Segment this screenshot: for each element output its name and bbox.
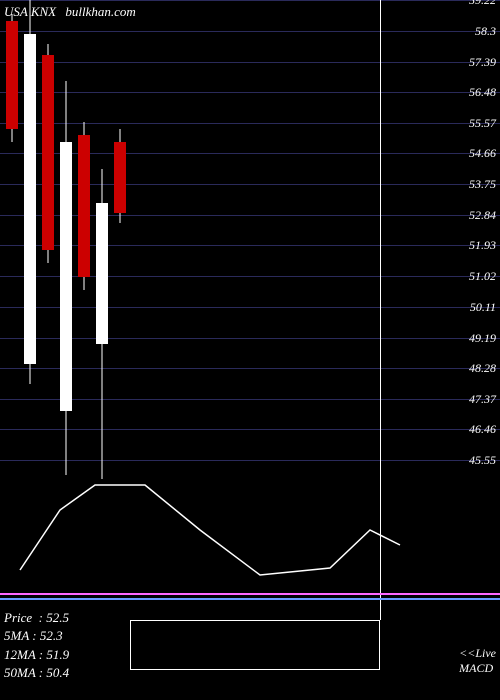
ma-line	[0, 593, 500, 595]
ma50-row: 50MA : 50.4	[4, 664, 69, 682]
ma50-value: 50.4	[46, 665, 69, 680]
vertical-marker	[380, 0, 381, 620]
price-tick: 50.11	[470, 300, 496, 315]
price-value: 52.5	[46, 610, 69, 625]
macd-box	[130, 620, 380, 670]
price-tick: 46.46	[469, 422, 496, 437]
ma12-label: 12MA	[4, 647, 36, 662]
macd-label: <<Live MACD	[459, 646, 496, 676]
candle	[24, 0, 36, 384]
price-tick: 57.39	[469, 55, 496, 70]
candle	[96, 169, 108, 479]
ma5-row: 5MA : 52.3	[4, 627, 69, 645]
price-row: Price : 52.5	[4, 609, 69, 627]
price-label: Price	[4, 610, 32, 625]
ma50-label: 50MA	[4, 665, 36, 680]
chart-header: USA KNX bullkhan.com	[4, 4, 136, 20]
volume-curve	[0, 0, 500, 700]
price-tick: 54.66	[469, 146, 496, 161]
info-panel: Price : 52.5 5MA : 52.3 12MA : 51.9 50MA…	[4, 609, 69, 682]
ma-line	[0, 598, 500, 600]
price-tick: 55.57	[469, 116, 496, 131]
candle	[6, 14, 18, 142]
site-name: bullkhan.com	[65, 4, 135, 19]
price-tick: 56.48	[469, 85, 496, 100]
price-tick: 48.28	[469, 361, 496, 376]
macd-text: MACD	[459, 661, 496, 676]
price-tick: 47.37	[469, 392, 496, 407]
ma12-value: 51.9	[46, 647, 69, 662]
candle	[42, 44, 54, 263]
ma5-value: 52.3	[40, 628, 63, 643]
candle	[60, 81, 72, 475]
price-tick: 49.19	[469, 331, 496, 346]
candle	[78, 122, 90, 290]
price-tick: 51.02	[469, 269, 496, 284]
macd-prefix: <<Live	[459, 646, 496, 661]
price-tick: 59.22	[469, 0, 496, 8]
ma12-row: 12MA : 51.9	[4, 646, 69, 664]
ticker-symbol: USA KNX	[4, 4, 56, 19]
candle	[114, 129, 126, 223]
price-tick: 51.93	[469, 238, 496, 253]
price-tick: 58.3	[475, 24, 496, 39]
ma5-label: 5MA	[4, 628, 29, 643]
price-tick: 52.84	[469, 208, 496, 223]
chart-container: USA KNX bullkhan.com 59.22 58.3 57.39 56.48…	[0, 0, 500, 700]
price-tick: 45.55	[469, 453, 496, 468]
price-tick: 53.75	[469, 177, 496, 192]
